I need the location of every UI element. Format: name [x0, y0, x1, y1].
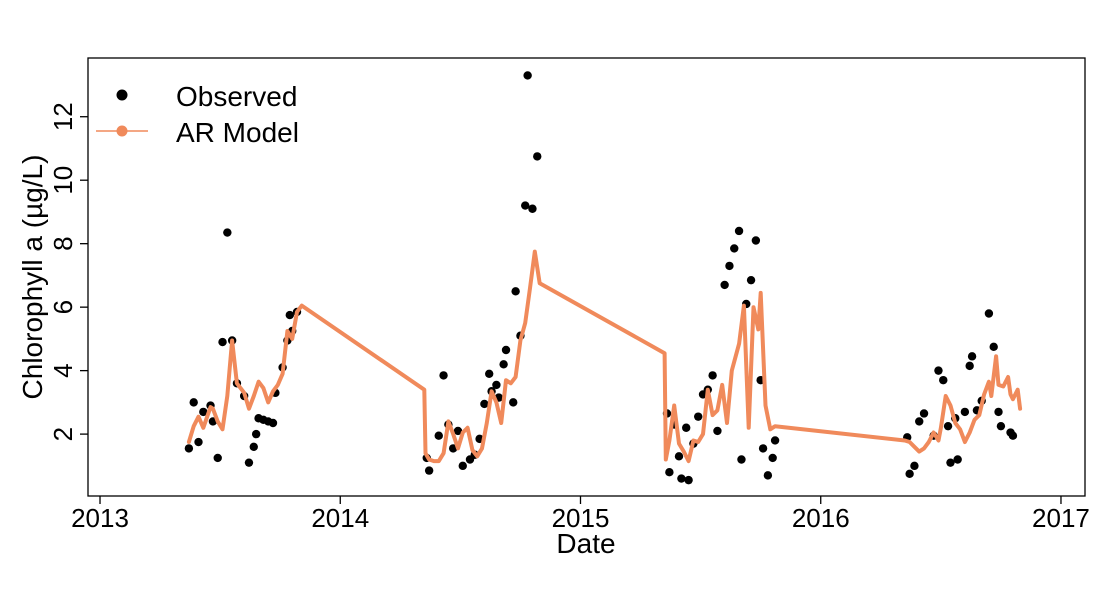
observed-point — [453, 426, 463, 436]
observed-point — [943, 421, 953, 431]
observed-point — [994, 407, 1003, 417]
x-tick-label-2014: 2014 — [311, 503, 369, 533]
x-tick-label-2015: 2015 — [552, 503, 610, 533]
observed-point — [763, 471, 773, 480]
observed-point — [694, 412, 703, 421]
observed-point — [674, 452, 684, 461]
observed-point — [934, 366, 943, 375]
observed-point — [499, 360, 508, 369]
observed-point — [249, 442, 258, 452]
observed-point — [720, 280, 729, 290]
observed-point — [509, 398, 518, 407]
ar-model-line — [186, 249, 1023, 464]
observed-point — [746, 275, 756, 285]
series-layer — [184, 71, 1023, 485]
x-tick-label-2013: 2013 — [71, 503, 129, 533]
observed-point — [910, 461, 919, 471]
y-tick-label-8: 8 — [48, 236, 78, 250]
observed-point — [485, 369, 494, 379]
observed-point — [713, 426, 722, 436]
observed-point — [953, 455, 962, 464]
observed-point — [458, 461, 467, 471]
observed-point — [189, 398, 198, 407]
legend-observed-label: Observed — [176, 81, 297, 112]
x-tick-label-2017: 2017 — [1032, 503, 1090, 533]
legend-ar-label: AR Model — [176, 117, 299, 148]
y-tick-label-6: 6 — [48, 300, 78, 314]
observed-point — [737, 455, 746, 464]
observed-point — [989, 342, 998, 352]
observed-point — [501, 345, 511, 355]
observed-point — [533, 152, 542, 161]
y-axis-title: Chlorophyll a (µg/L) — [17, 155, 48, 400]
observed-point — [967, 352, 977, 361]
observed-point — [770, 436, 780, 445]
observed-point — [965, 361, 974, 371]
observed-point — [434, 431, 443, 440]
observed-point — [730, 244, 739, 253]
observed-point — [725, 261, 734, 271]
observed-point — [528, 204, 537, 213]
observed-point — [213, 453, 222, 463]
observed-point — [919, 409, 929, 418]
axis-ticks: 2013 2014 2015 2016 2017 2 4 6 8 10 12 — [48, 102, 1090, 533]
observed-point — [758, 444, 768, 453]
observed-point — [521, 201, 530, 210]
observed-point — [915, 417, 924, 426]
legend-observed-marker — [116, 89, 128, 101]
observed-point — [285, 310, 295, 320]
y-tick-label-12: 12 — [48, 102, 78, 131]
observed-point — [223, 228, 232, 237]
observed-point — [244, 458, 254, 467]
observed-point — [511, 287, 520, 296]
observed-point — [939, 375, 948, 385]
observed-point — [905, 469, 914, 478]
observed-point — [751, 236, 761, 245]
observed-point — [251, 429, 261, 439]
y-tick-label-4: 4 — [48, 363, 78, 377]
observed-point — [492, 380, 501, 390]
observed-point — [424, 466, 434, 475]
observed-point — [665, 467, 674, 477]
observed-point — [218, 337, 227, 347]
legend-ar-marker — [116, 125, 128, 137]
observed-point — [996, 421, 1006, 431]
observed-point — [184, 444, 194, 453]
observed-point — [984, 309, 994, 318]
observed-point — [684, 475, 693, 485]
legend: Observed AR Model — [96, 81, 299, 148]
observed-point — [768, 453, 777, 463]
plot-frame — [87, 57, 1086, 497]
observed-point — [199, 407, 208, 417]
observed-point — [523, 71, 532, 80]
observed-point — [1008, 431, 1018, 440]
observed-point — [194, 437, 203, 447]
observed-point — [439, 371, 448, 380]
observed-point — [708, 371, 717, 380]
observed-point — [677, 474, 686, 483]
y-tick-label-2: 2 — [48, 427, 78, 441]
x-axis-title: Date — [556, 528, 615, 559]
observed-point — [734, 226, 744, 236]
observed-point — [946, 458, 955, 467]
observed-point — [682, 423, 691, 432]
observed-point — [480, 399, 489, 409]
observed-point — [268, 418, 278, 428]
x-tick-label-2016: 2016 — [792, 503, 850, 533]
y-tick-label-10: 10 — [48, 166, 78, 195]
observed-point — [960, 407, 970, 417]
